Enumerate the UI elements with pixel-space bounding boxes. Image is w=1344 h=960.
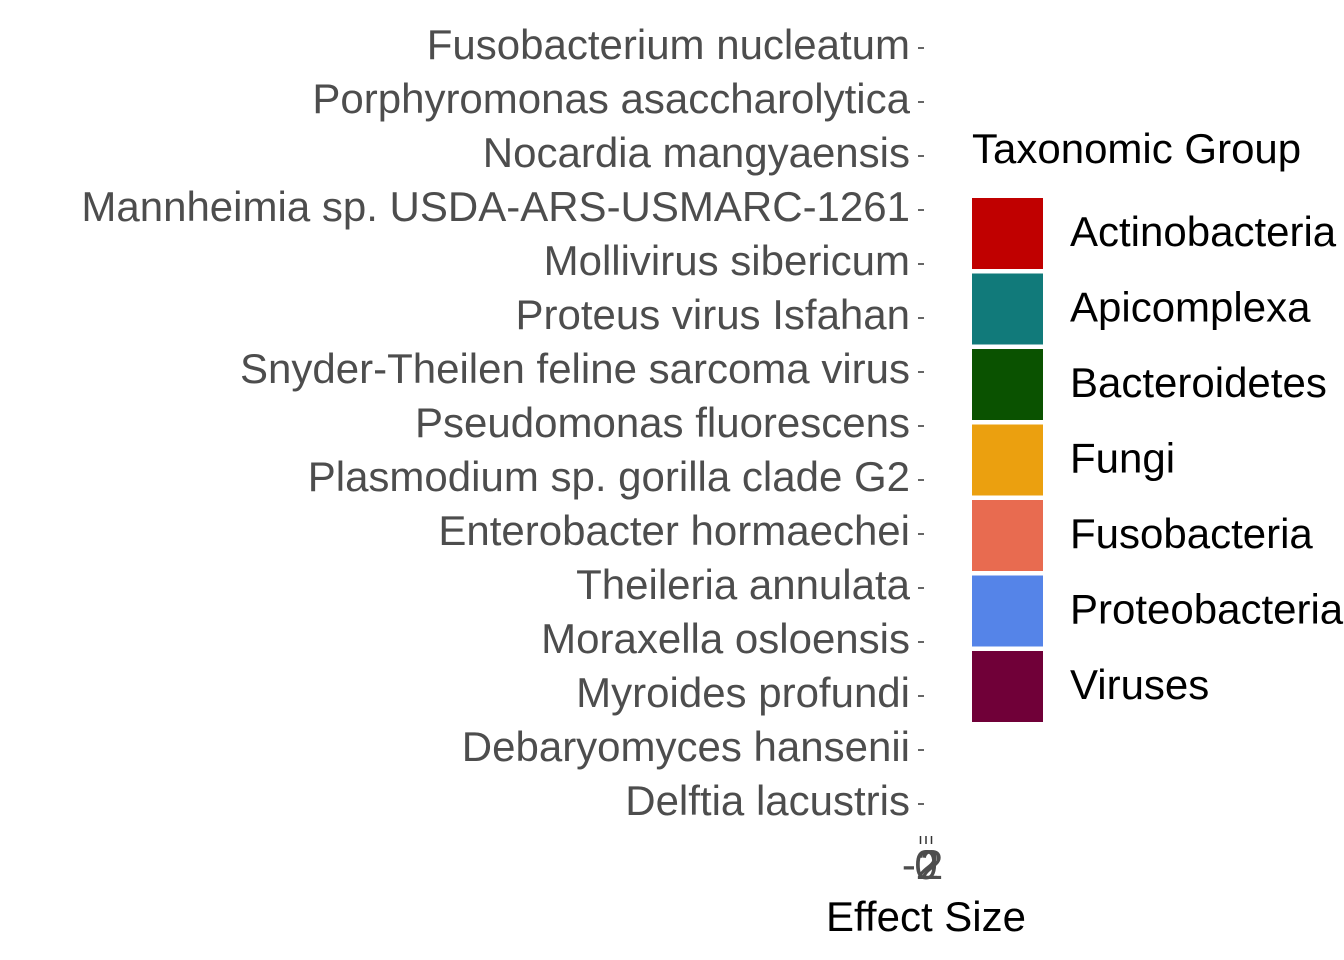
x-tick-label: 2: [920, 841, 943, 888]
legend-label: Viruses: [1070, 661, 1209, 708]
legend-key: [972, 349, 1043, 420]
x-tick-label: -2: [902, 841, 939, 888]
y-tick-label: Moraxella osloensis: [541, 615, 910, 662]
y-tick-label: Snyder-Theilen feline sarcoma virus: [240, 345, 910, 392]
legend-label: Proteobacteria: [1070, 586, 1344, 633]
y-tick-label: Enterobacter hormaechei: [438, 507, 910, 554]
legend-key: [972, 198, 1043, 269]
y-tick-label: Proteus virus Isfahan: [515, 291, 910, 338]
y-tick-label: Fusobacterium nucleatum: [427, 21, 910, 68]
legend-label: Fungi: [1070, 435, 1175, 482]
legend-label: Bacteroidetes: [1070, 359, 1327, 406]
y-tick-label: Porphyromonas asaccharolytica: [312, 75, 910, 122]
legend-label: Actinobacteria: [1070, 208, 1337, 255]
y-tick-label: Mollivirus sibericum: [544, 237, 910, 284]
y-tick-label: Debaryomyces hansenii: [462, 723, 910, 770]
legend-label: Apicomplexa: [1070, 284, 1311, 331]
legend-key: [972, 424, 1043, 496]
y-tick-label: Theileria annulata: [576, 561, 911, 608]
y-tick-label: Pseudomonas fluorescens: [415, 399, 910, 446]
y-tick-label: Plasmodium sp. gorilla clade G2: [308, 453, 910, 500]
legend-key: [972, 273, 1043, 345]
legend-key: [972, 651, 1043, 722]
y-tick-label: Myroides profundi: [576, 669, 910, 716]
y-tick-label: Nocardia mangyaensis: [483, 129, 910, 176]
x-tick-label: 0: [914, 841, 937, 888]
x-axis-title: Effect Size: [826, 893, 1026, 940]
legend-label: Fusobacteria: [1070, 510, 1313, 557]
legend-key: [972, 575, 1043, 647]
legend-title: Taxonomic Group: [972, 125, 1301, 172]
y-tick-label: Delftia lacustris: [625, 777, 910, 824]
y-tick-label: Mannheimia sp. USDA-ARS-USMARC-1261: [81, 183, 910, 230]
legend-key: [972, 500, 1043, 571]
